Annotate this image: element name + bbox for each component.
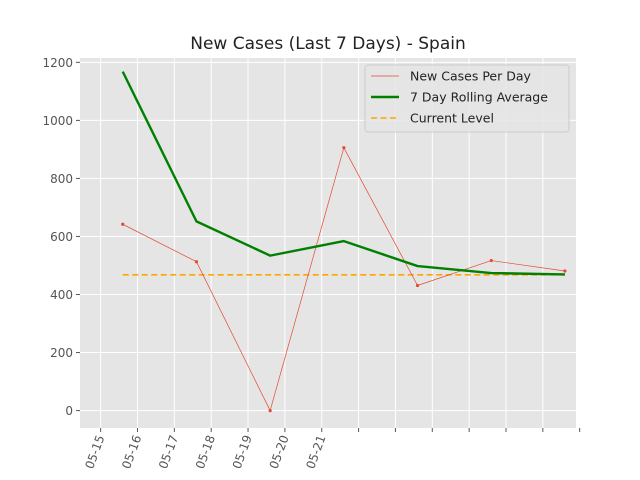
data-point [121, 222, 125, 226]
y-tick-label: 200 [50, 346, 73, 360]
y-tick-label: 600 [50, 230, 73, 244]
data-point [194, 260, 199, 264]
y-tick-label: 0 [65, 404, 73, 418]
data-point [415, 283, 420, 288]
y-tick-label: 1200 [42, 56, 73, 70]
legend-label: Current Level [410, 111, 494, 126]
legend: New Cases Per Day 7 Day Rolling Average Cu… [364, 64, 570, 133]
y-tick-label: 800 [50, 172, 73, 186]
legend-box [364, 64, 570, 133]
data-point [489, 258, 493, 263]
grid [80, 58, 581, 428]
chart-title: New Cases (Last 7 Days) - Spain [190, 34, 466, 54]
series-group [121, 71, 567, 413]
legend-label: 7 Day Rolling Average [410, 90, 548, 105]
data-point [342, 146, 346, 150]
y-axis: 0 200 400 600 800 1000 1200 [42, 56, 80, 418]
data-point [268, 408, 272, 413]
y-tick-label: 1000 [42, 114, 73, 128]
y-tick-label: 400 [50, 288, 73, 302]
series-line-2 [121, 71, 565, 276]
data-point [563, 269, 567, 273]
legend-label: New Cases Per Day [410, 69, 531, 84]
